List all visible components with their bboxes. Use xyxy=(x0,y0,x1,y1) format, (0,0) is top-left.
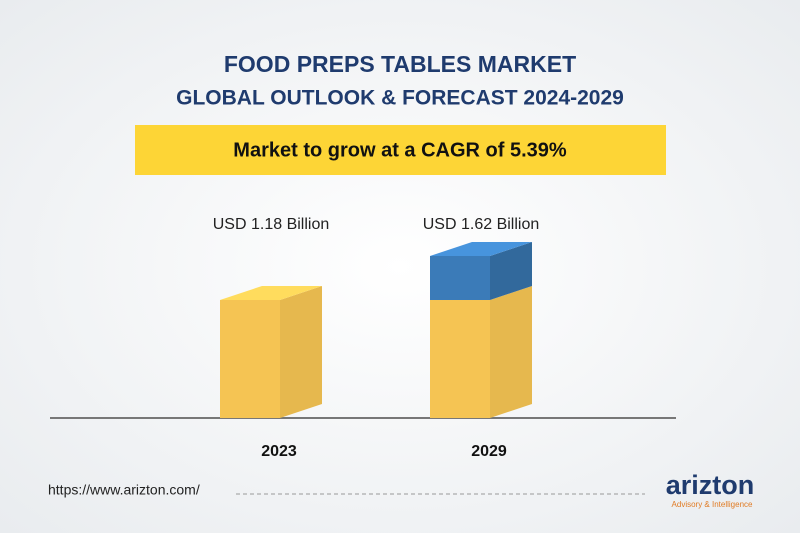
chart-subtitle: GLOBAL OUTLOOK & FORECAST 2024-2029 xyxy=(176,87,624,110)
bar-front xyxy=(430,300,490,418)
bar-top xyxy=(220,286,322,300)
url[interactable]: https://www.arizton.com/ xyxy=(48,482,200,498)
chart-title: FOOD PREPS TABLES MARKET xyxy=(224,51,576,77)
value-label: USD 1.18 Billion xyxy=(213,216,330,233)
x-tick-label: 2029 xyxy=(471,443,507,460)
logo-tagline: Advisory & Intelligence xyxy=(672,500,753,509)
bar-front xyxy=(220,300,280,418)
bar-top xyxy=(430,242,532,256)
value-label: USD 1.62 Billion xyxy=(423,216,540,233)
bar-side xyxy=(490,286,532,418)
x-tick-label: 2023 xyxy=(261,443,297,460)
bar-growth-front xyxy=(430,256,490,300)
bar-side xyxy=(280,286,322,418)
bar-growth-side xyxy=(490,242,532,300)
annotation: Market to grow at a CAGR of 5.39% xyxy=(233,139,567,161)
banner xyxy=(135,125,666,175)
logo: arizton xyxy=(666,470,755,500)
